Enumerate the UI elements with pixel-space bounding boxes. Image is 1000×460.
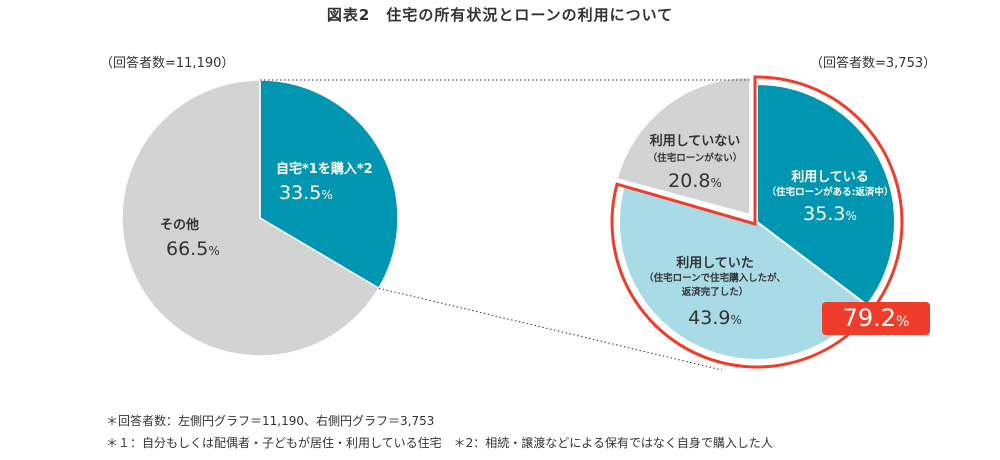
footnote-1: ＊回答者数：左側円グラフ＝11,190、右側円グラフ＝3,753	[106, 414, 435, 428]
pct-not-using: 20.8%	[668, 170, 722, 192]
footnote-2: ＊１：自分もしくは配偶者・子どもが居住・利用している住宅 ＊2：相続・譲渡などに…	[106, 436, 773, 450]
note-not-using: （住宅ローンがない）	[647, 153, 743, 164]
highlight-outline	[610, 75, 904, 369]
connector-bottom	[378, 287, 723, 371]
pct-other: 66.5%	[166, 238, 220, 260]
chart-title: 図表2 住宅の所有状況とローンの利用について	[326, 6, 674, 24]
pct-own-home: 33.5%	[279, 182, 333, 204]
right-pie-slice-1	[618, 184, 869, 361]
left-respondents: （回答者数=11,190）	[100, 56, 235, 71]
right-respondents: （回答者数=3,753）	[810, 56, 937, 71]
left-pie-slice-1	[121, 79, 380, 357]
note-used-2: 返済完了した）	[681, 287, 749, 298]
label-not-using: 利用していない	[649, 134, 741, 149]
pct-using: 35.3%	[803, 203, 857, 225]
pct-used: 43.9%	[688, 307, 742, 329]
note-using: （住宅ローンがある:返済中）	[766, 187, 894, 198]
label-using: 利用している	[791, 170, 869, 185]
label-used: 利用していた	[676, 256, 754, 271]
label-other: その他	[160, 218, 200, 233]
highlight-badge: 79.2%	[822, 302, 930, 335]
label-own-home: 自宅*1を購入*2	[276, 162, 373, 177]
right-pie-slice-0	[756, 82, 896, 307]
left-pie-slice-0	[259, 79, 399, 290]
right-pie-slice-2	[615, 75, 751, 217]
note-used: （住宅ローンで住宅購入したが、	[644, 273, 786, 284]
